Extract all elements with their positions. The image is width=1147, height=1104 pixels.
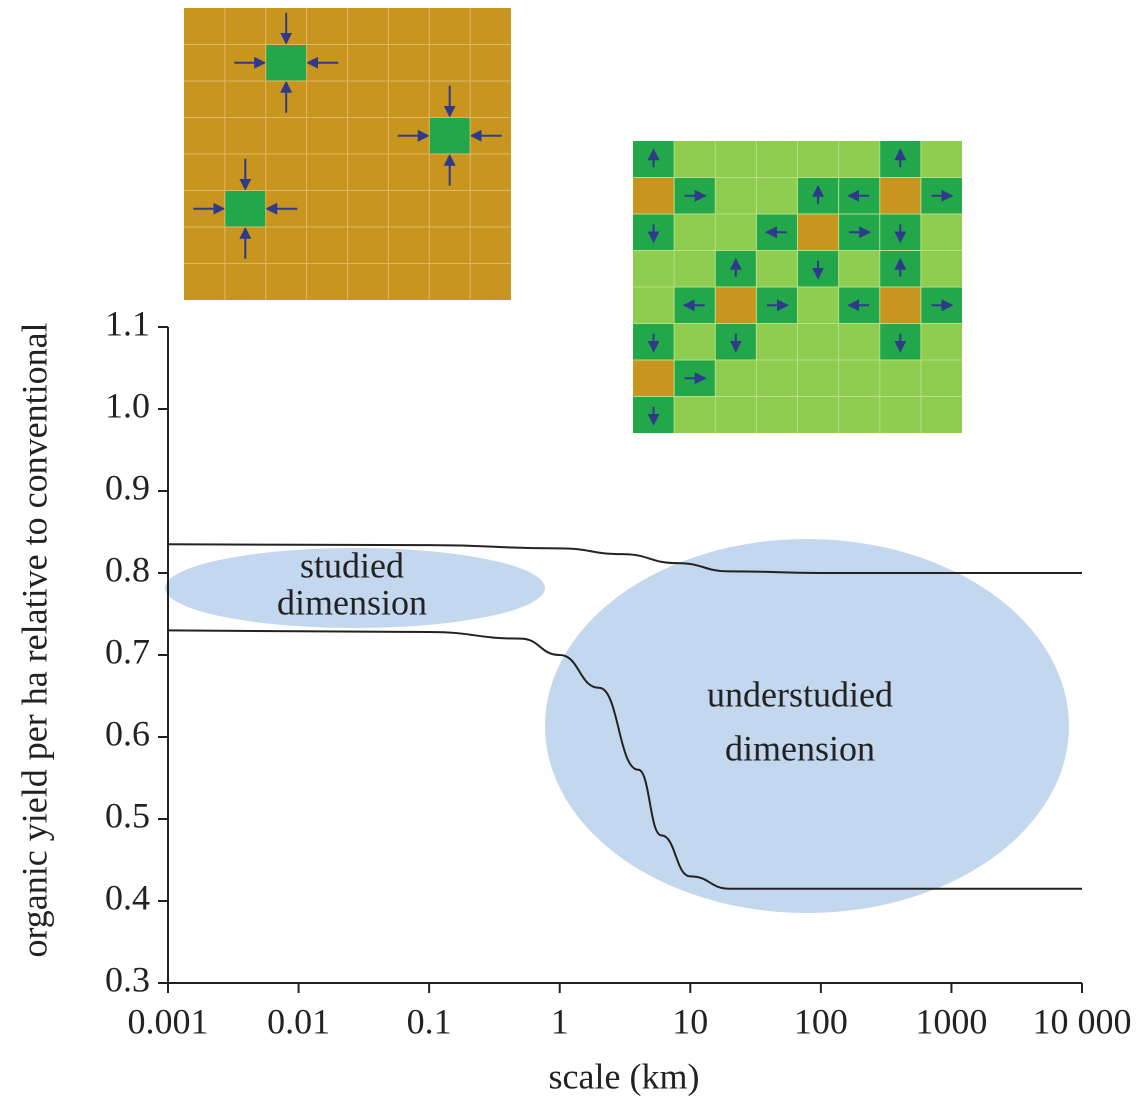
- y-tick-label: 0.6: [105, 713, 150, 753]
- y-tick-label: 0.4: [105, 877, 150, 917]
- annotation: dimension: [725, 728, 875, 768]
- x-axis-label: scale (km): [549, 1056, 700, 1096]
- x-tick-label: 0.01: [267, 1001, 330, 1041]
- illustrations: [184, 8, 962, 433]
- grid-cell: [798, 214, 839, 251]
- x-tick-label: 100: [794, 1001, 848, 1041]
- grid-cell: [633, 178, 674, 215]
- grid-cell: [715, 287, 756, 324]
- grid-cell: [266, 45, 307, 82]
- y-tick-label: 0.3: [105, 959, 150, 999]
- y-tick-label: 0.7: [105, 631, 150, 671]
- y-tick-label: 1.0: [105, 385, 150, 425]
- y-tick-label: 0.8: [105, 549, 150, 589]
- x-tick-label: 10 000: [1033, 1001, 1132, 1041]
- x-tick-label: 0.001: [128, 1001, 209, 1041]
- grid-cell: [880, 287, 921, 324]
- grid-cell: [633, 360, 674, 397]
- x-tick-label: 1: [551, 1001, 569, 1041]
- y-tick-label: 0.5: [105, 795, 150, 835]
- grid-cell: [880, 178, 921, 215]
- x-tick-label: 0.1: [407, 1001, 452, 1041]
- y-tick-label: 0.9: [105, 467, 150, 507]
- grid-cell: [225, 191, 266, 228]
- grid-cell: [429, 118, 470, 155]
- annotation: dimension: [277, 582, 427, 622]
- annotation: studied: [300, 545, 404, 585]
- x-tick-label: 1000: [915, 1001, 987, 1041]
- y-tick-label: 1.1: [105, 303, 150, 343]
- understudied-region: [545, 539, 1069, 913]
- chart: studied dimension understudied dimension…: [0, 0, 1147, 1104]
- y-axis-label: organic yield per ha relative to convent…: [14, 322, 54, 957]
- annotation: understudied: [707, 674, 893, 714]
- x-tick-label: 10: [672, 1001, 708, 1041]
